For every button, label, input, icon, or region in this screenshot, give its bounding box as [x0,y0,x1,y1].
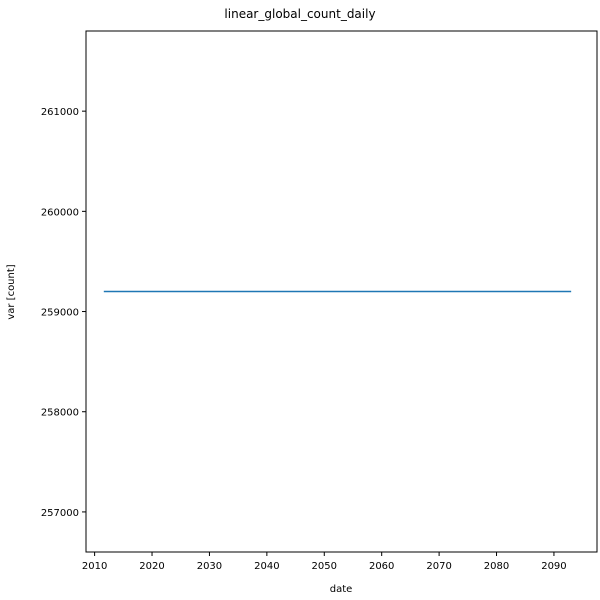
x-tick-label: 2060 [369,561,394,572]
y-tick-label: 260000 [41,207,79,218]
plot-area [85,30,598,553]
y-axis: 257000 258000 259000 260000 261000 [41,107,86,519]
x-tick-label: 2050 [312,561,337,572]
x-axis-label: date [330,584,353,595]
x-tick-label: 2030 [197,561,222,572]
x-tick-label: 2070 [426,561,451,572]
y-axis-label: var [count] [6,264,17,319]
x-tick-label: 2090 [541,561,566,572]
y-tick-label: 261000 [41,107,79,118]
y-tick-label: 257000 [41,508,79,519]
chart-title: linear_global_count_daily [224,7,375,21]
y-tick-label: 258000 [41,408,79,419]
x-tick-label: 2020 [139,561,164,572]
x-tick-label: 2080 [484,561,509,572]
y-tick-label: 259000 [41,308,79,319]
x-axis: 2010 2020 2030 2040 2050 2060 2070 2080 2090 [82,552,567,572]
x-tick-label: 2040 [254,561,279,572]
x-tick-label: 2010 [82,561,107,572]
